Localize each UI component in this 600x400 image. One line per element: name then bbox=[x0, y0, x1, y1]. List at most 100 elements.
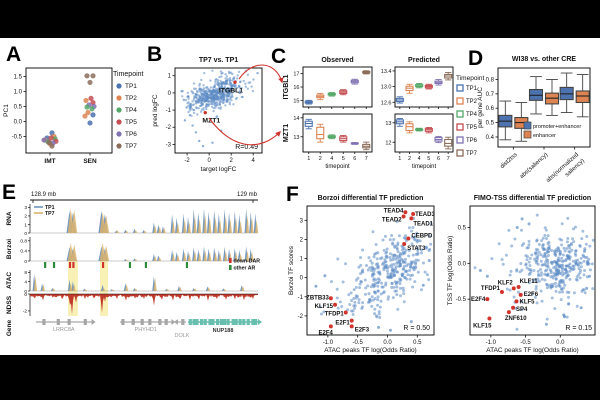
svg-text:3: 3 bbox=[24, 205, 27, 211]
svg-text:0.7: 0.7 bbox=[486, 92, 495, 98]
svg-text:TP5: TP5 bbox=[466, 125, 478, 131]
svg-text:target logFC: target logFC bbox=[201, 166, 237, 173]
svg-text:ZNF610: ZNF610 bbox=[505, 316, 527, 322]
svg-text:0.6: 0.6 bbox=[486, 106, 495, 112]
svg-text:IMT: IMT bbox=[44, 158, 55, 165]
svg-text:16: 16 bbox=[293, 85, 299, 91]
svg-text:WI38 vs. other CRE: WI38 vs. other CRE bbox=[512, 56, 577, 63]
svg-text:Borzoi differential TF predict: Borzoi differential TF prediction bbox=[318, 195, 424, 202]
svg-text:-1.0: -1.0 bbox=[323, 340, 334, 346]
svg-text:dist2tss: dist2tss bbox=[500, 152, 519, 170]
svg-text:TP4: TP4 bbox=[466, 112, 478, 118]
svg-text:0.8: 0.8 bbox=[20, 239, 27, 245]
svg-text:2: 2 bbox=[300, 237, 304, 243]
figure-plots: 1.5 1.0 0.5 0.0 -0.5 PC1 IMT SEN Timepoint TP1 TP2… bbox=[3, 56, 596, 354]
svg-text:0.0: 0.0 bbox=[383, 340, 392, 346]
svg-text:1.0: 1.0 bbox=[14, 89, 23, 95]
svg-text:-0.5: -0.5 bbox=[520, 340, 531, 346]
svg-text:KLF2: KLF2 bbox=[498, 280, 514, 286]
svg-text:KLF11: KLF11 bbox=[520, 279, 539, 285]
svg-text:0.5: 0.5 bbox=[413, 340, 422, 346]
svg-text:1: 1 bbox=[307, 156, 310, 162]
svg-text:0.0: 0.0 bbox=[458, 261, 467, 267]
panel-f-right-plot: -1.0 -0.5 0.0 0.5 0.0 -0.5 FIMO-TSS differenti… bbox=[447, 195, 596, 354]
svg-text:4: 4 bbox=[330, 156, 333, 162]
svg-text:LRRC8A: LRRC8A bbox=[53, 327, 75, 333]
svg-text:7: 7 bbox=[447, 156, 450, 162]
svg-text:1: 1 bbox=[168, 74, 172, 80]
svg-text:0.4: 0.4 bbox=[486, 135, 495, 141]
svg-text:0: 0 bbox=[24, 289, 27, 295]
svg-text:0: 0 bbox=[300, 276, 304, 282]
svg-text:TP6: TP6 bbox=[125, 131, 137, 138]
svg-text:12.6: 12.6 bbox=[381, 100, 392, 106]
svg-text:8: 8 bbox=[24, 270, 27, 276]
svg-text:-3: -3 bbox=[166, 142, 172, 148]
svg-text:TP7: TP7 bbox=[466, 151, 478, 157]
svg-text:E2F4: E2F4 bbox=[471, 297, 486, 303]
svg-text:E2F3: E2F3 bbox=[355, 327, 370, 333]
svg-text:13: 13 bbox=[385, 121, 391, 127]
svg-text:TP1: TP1 bbox=[466, 86, 478, 92]
svg-text:-2: -2 bbox=[23, 309, 28, 315]
svg-text:ZBTB33: ZBTB33 bbox=[306, 295, 329, 301]
svg-text:Predicted: Predicted bbox=[408, 57, 440, 64]
panel-f-left-plot: -1.0 -0.5 0.0 0.5 3 2 1 0 -1 -2 Borzoi differentia… bbox=[288, 195, 435, 354]
svg-text:ITGBL1: ITGBL1 bbox=[219, 87, 243, 94]
svg-text:other AR: other AR bbox=[234, 266, 256, 272]
svg-text:SEN: SEN bbox=[83, 158, 97, 165]
svg-text:Borzoi TF scores: Borzoi TF scores bbox=[288, 245, 295, 295]
svg-text:TP7: TP7 bbox=[45, 211, 55, 217]
svg-text:TP5: TP5 bbox=[125, 119, 137, 126]
svg-text:-0.5: -0.5 bbox=[456, 297, 467, 303]
panel-c-label: C bbox=[271, 45, 287, 68]
svg-text:15: 15 bbox=[293, 98, 299, 104]
svg-text:timepoint: timepoint bbox=[325, 164, 350, 170]
svg-text:Gene: Gene bbox=[6, 319, 13, 336]
svg-text:-1: -1 bbox=[298, 295, 304, 301]
svg-text:enhancer: enhancer bbox=[533, 133, 556, 139]
svg-text:1: 1 bbox=[398, 156, 401, 162]
svg-text:TP2: TP2 bbox=[125, 95, 137, 102]
svg-text:0.4: 0.4 bbox=[20, 249, 27, 255]
svg-text:KLF15: KLF15 bbox=[473, 324, 492, 330]
svg-text:ATAC: ATAC bbox=[6, 272, 13, 289]
svg-text:TP7 vs. TP1: TP7 vs. TP1 bbox=[199, 57, 238, 64]
svg-text:ITGBL1: ITGBL1 bbox=[283, 74, 290, 99]
svg-text:DOLK: DOLK bbox=[174, 333, 189, 339]
svg-text:1: 1 bbox=[24, 222, 27, 228]
svg-text:FIMO-TSS differential TF predi: FIMO-TSS differential TF prediction bbox=[474, 195, 591, 202]
svg-text:17: 17 bbox=[293, 72, 299, 78]
svg-text:Timepoint: Timepoint bbox=[456, 75, 484, 82]
svg-text:PC1: PC1 bbox=[3, 104, 10, 117]
panel-e-tracks: 128.9 mb 129 mb RNA Borzoi ATAC NDSS Gene 0 1 2 3 T… bbox=[6, 192, 262, 339]
panel-e-label: E bbox=[2, 181, 17, 204]
svg-text:1.5: 1.5 bbox=[14, 74, 23, 80]
svg-text:0: 0 bbox=[207, 158, 211, 164]
svg-text:2: 2 bbox=[229, 158, 233, 164]
panel-b-plot: -2 0 2 4 1 0 -1 -2 -3 TP7 vs. TP1 target logFC pred… bbox=[152, 57, 263, 173]
panel-a-label: A bbox=[6, 43, 22, 66]
svg-text:R = 0.15: R = 0.15 bbox=[565, 325, 592, 332]
svg-text:E2F6: E2F6 bbox=[524, 292, 539, 298]
svg-text:RNA: RNA bbox=[6, 211, 13, 225]
svg-text:13: 13 bbox=[293, 135, 299, 141]
svg-text:4: 4 bbox=[418, 156, 421, 162]
svg-text:per gene AUC: per gene AUC bbox=[477, 87, 484, 128]
svg-text:R=0.49: R=0.49 bbox=[235, 144, 258, 151]
svg-text:4: 4 bbox=[252, 158, 256, 164]
svg-text:E2F4: E2F4 bbox=[319, 330, 334, 336]
svg-text:Borzoi: Borzoi bbox=[6, 239, 13, 259]
svg-text:KLF5: KLF5 bbox=[520, 299, 536, 305]
svg-text:R = 0.50: R = 0.50 bbox=[403, 325, 430, 332]
svg-text:2: 2 bbox=[24, 214, 27, 220]
svg-text:2: 2 bbox=[319, 156, 322, 162]
panel-c-plot: Observed PredictedITGBL1MZT115161712.613.… bbox=[283, 57, 484, 170]
svg-text:-0.5: -0.5 bbox=[12, 134, 23, 140]
figure-paper: A B C D E F 1.5 1.0 0.5 0.0 -0.5 PC1 IMT SEN Tim… bbox=[0, 38, 600, 355]
svg-text:-0.5: -0.5 bbox=[353, 340, 364, 346]
svg-text:down-DAR: down-DAR bbox=[234, 259, 261, 265]
svg-text:KLF15: KLF15 bbox=[315, 304, 334, 310]
svg-text:0: 0 bbox=[168, 91, 172, 97]
